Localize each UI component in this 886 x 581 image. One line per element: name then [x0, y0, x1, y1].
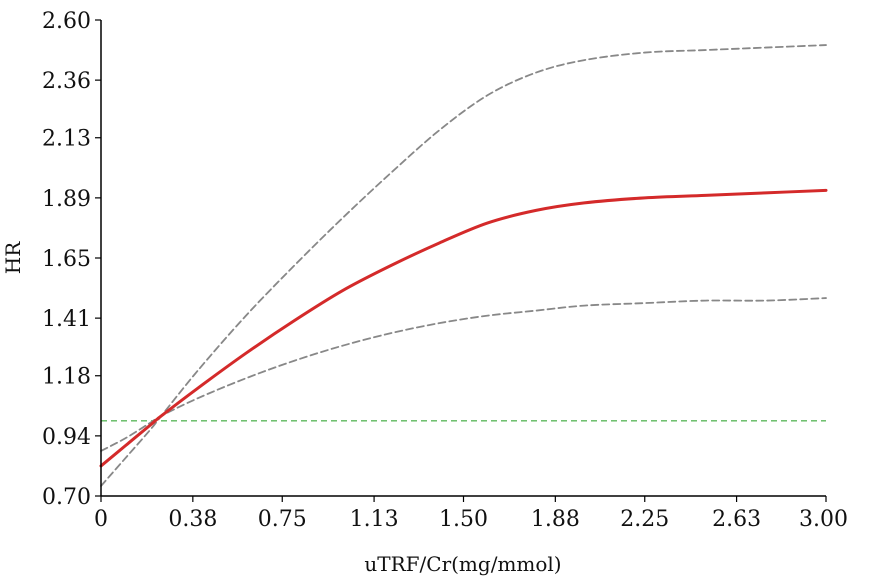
y-tick-label: 2.13: [42, 127, 91, 152]
y-tick-label: 1.18: [42, 365, 91, 390]
x-tick-label: 1.13: [350, 507, 399, 532]
x-tick-label: 1.50: [439, 507, 488, 532]
x-tick-label: 1.88: [531, 507, 580, 532]
x-ticks: 0 0.38 0.75 1.13 1.50 1.88 2.25 2.63 3.00: [94, 496, 848, 532]
y-tick-label: 0.70: [42, 485, 91, 510]
x-tick-label: 0.75: [258, 507, 307, 532]
x-axis-title: uTRF/Cr(mg/mmol): [364, 552, 561, 576]
series-line-estimate: [99, 188, 828, 468]
y-tick-label: 2.36: [42, 69, 91, 94]
series-line-upper-ci: [100, 44, 827, 487]
y-tick-label: 2.60: [42, 9, 91, 34]
series-layer: [99, 44, 828, 487]
y-tick-label: 1.41: [42, 307, 91, 332]
y-tick-label: 1.89: [42, 187, 91, 212]
y-tick-label: 0.94: [42, 425, 91, 450]
x-tick-label: 0.38: [168, 507, 217, 532]
series-line-lower-ci: [100, 297, 827, 452]
y-tick-label: 1.65: [42, 247, 91, 272]
y-axis-title: HR: [1, 241, 25, 274]
y-ticks: 0.70 0.94 1.18 1.41 1.65 1.89 2.13 2.36 2.60: [42, 9, 101, 510]
x-tick-label: 0: [94, 507, 108, 532]
x-tick-label: 2.63: [712, 507, 761, 532]
x-tick-label: 3.00: [799, 507, 848, 532]
x-tick-label: 2.25: [620, 507, 669, 532]
